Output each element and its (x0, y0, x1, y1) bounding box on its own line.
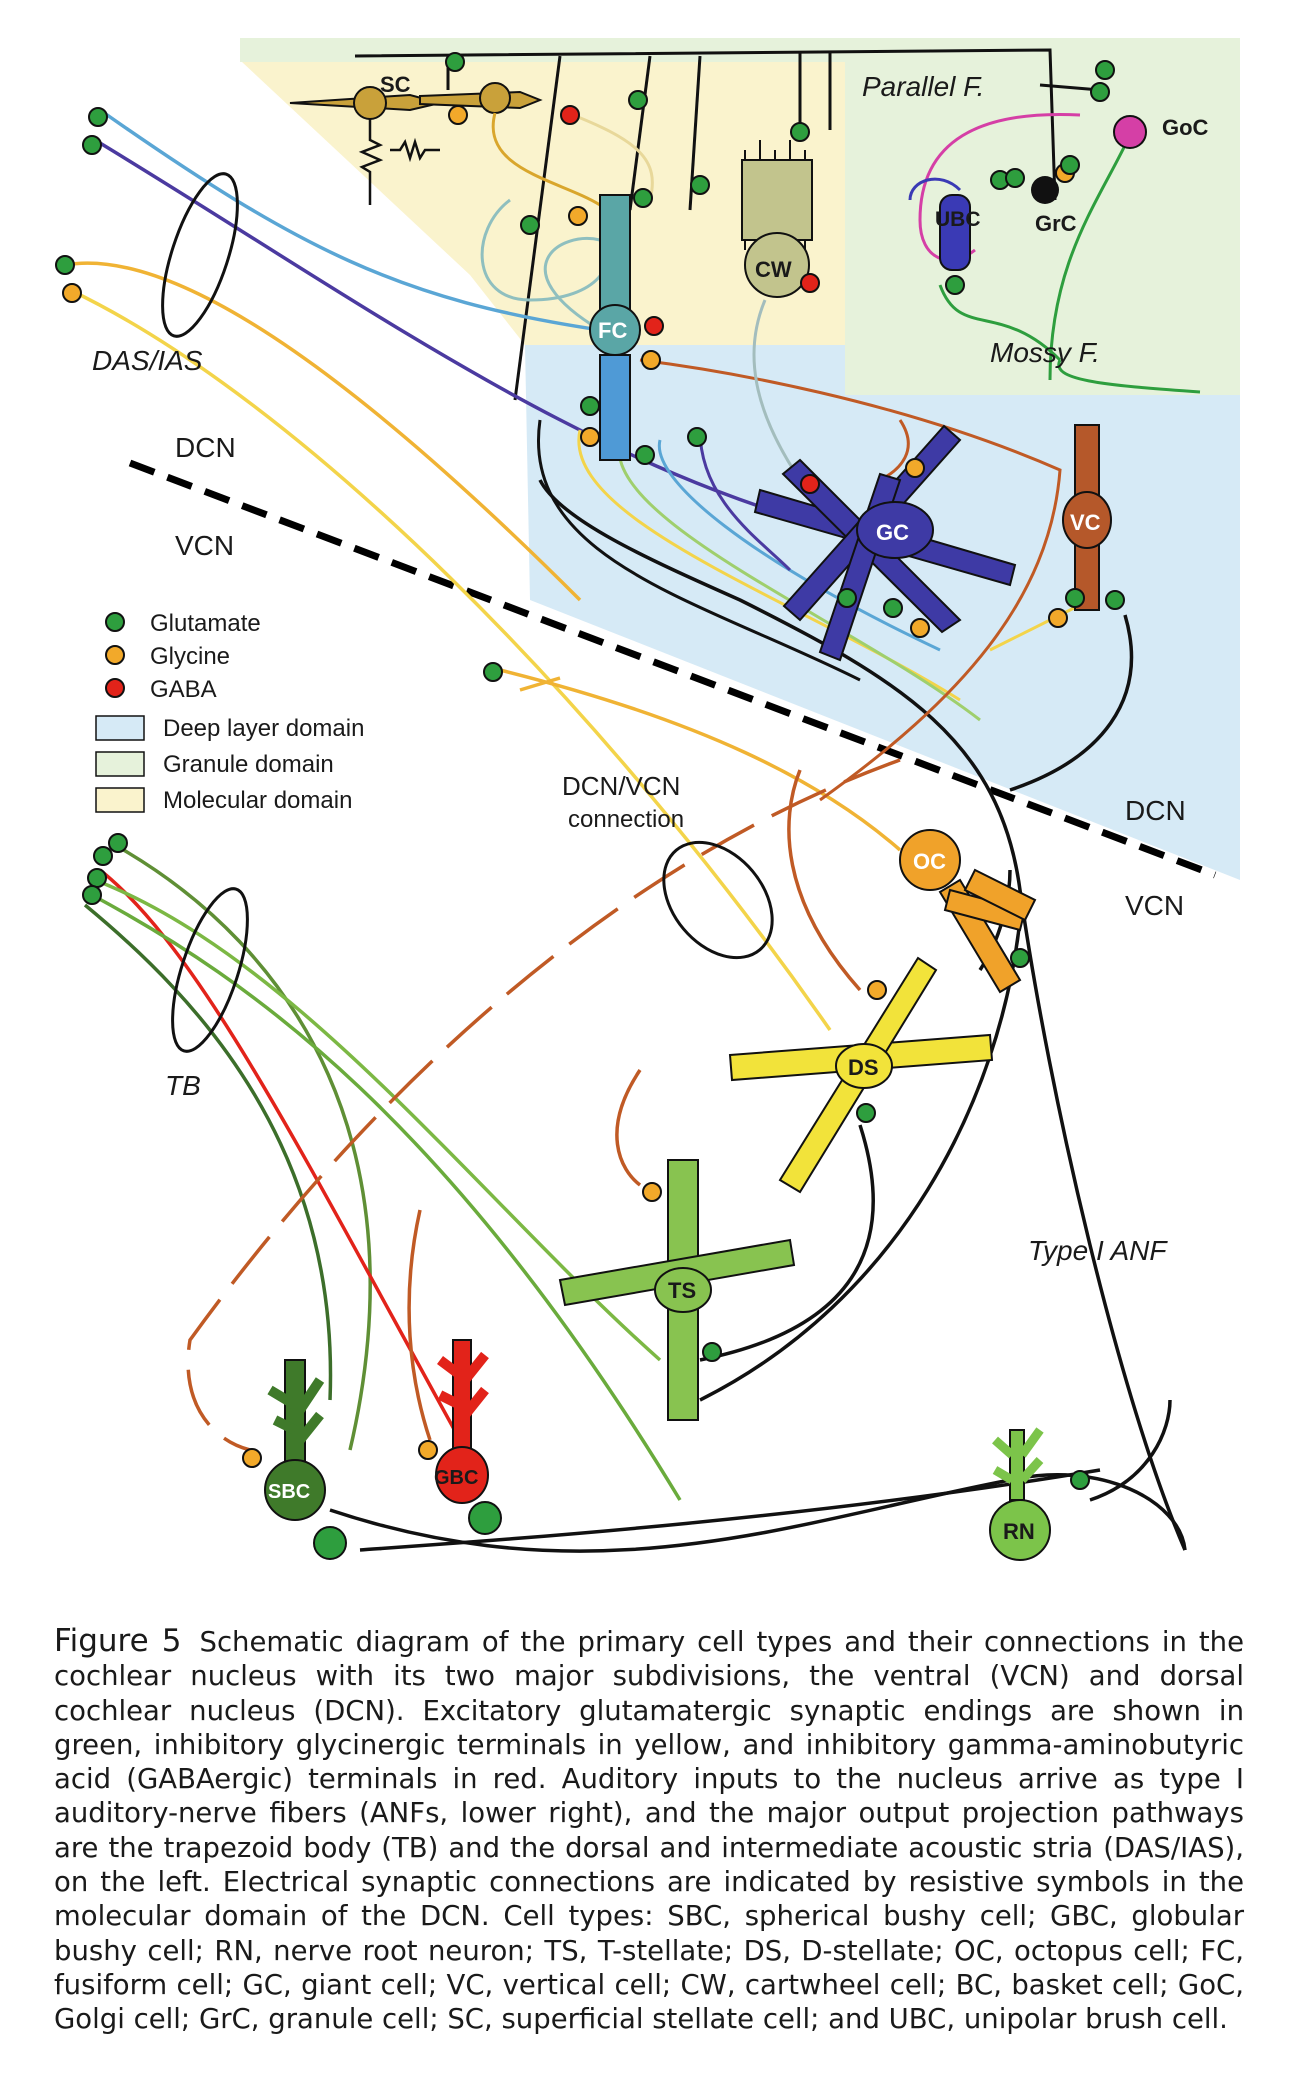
legend-molecular-label: Molecular domain (163, 787, 352, 814)
oc-cell: OC (899, 829, 1037, 994)
dcn-vcn-boundary (128, 459, 1217, 879)
synaptic-terminals (55, 52, 1125, 1560)
rn-cell: RN (989, 1427, 1051, 1561)
fc-cell: FC (480, 194, 641, 461)
ubc-cell-label: UBC (935, 208, 981, 231)
vcn-lower-label: VCN (1125, 890, 1184, 921)
legend-gaba-label: GABA (150, 676, 217, 703)
legend-glycine-label: Glycine (150, 643, 230, 670)
tb-bundle-ellipse (171, 887, 249, 1053)
legend-glutamate-swatch (105, 612, 125, 632)
legend-gaba-swatch (105, 678, 125, 698)
legend-molecular-swatch (95, 787, 145, 813)
vc-cell-label: VC (1070, 510, 1101, 535)
vcn-fibers (186, 758, 1012, 1452)
legend-granule-swatch (95, 751, 145, 777)
legend: Glutamate Glycine GABA Deep layer domain… (95, 610, 364, 814)
gbc-cell-label: GBC (434, 1467, 478, 1489)
ts-cell-label: TS (668, 1278, 696, 1303)
gbc-cell: GBC (434, 1339, 489, 1504)
deep-layer-fibers (537, 358, 1091, 802)
sc-cell-label: SC (380, 72, 411, 97)
rn-cell-label: RN (1003, 1519, 1035, 1544)
type1-anf-label: Type I ANF (1028, 1235, 1168, 1266)
cochlear-nucleus-diagram: SC FC CW UBC GrC GoC GC (55, 38, 1240, 1561)
das-ias-bundle-ellipse (161, 172, 239, 338)
fc-cell-label: FC (598, 318, 627, 343)
vc-cell: VC (1062, 424, 1112, 611)
ts-cell: TS (558, 1159, 796, 1421)
dcn-upper-label: DCN (175, 432, 236, 463)
oc-cell-label: OC (913, 849, 946, 874)
dcn-lower-label: DCN (1125, 795, 1186, 826)
tb-label: TB (165, 1070, 201, 1101)
figure-caption: Figure 5 Schematic diagram of the primary… (54, 1624, 1244, 2037)
dcn-connection-label-line2: connection (568, 806, 684, 833)
das-ias-label: DAS/IAS (92, 345, 203, 376)
figure-label: Figure 5 (54, 1623, 182, 1659)
sbc-cell: SBC (264, 1359, 326, 1521)
ds-cell: DS (728, 956, 994, 1194)
deep-layer-domain-region (525, 345, 1240, 880)
goc-cell-label: GoC (1162, 115, 1209, 140)
legend-deep-layer-label: Deep layer domain (163, 715, 364, 742)
type1-anf-fibers (329, 479, 1187, 1553)
granule-cells: UBC GrC GoC (908, 112, 1209, 394)
dcn-connection-label-line1: DCN/VCN (562, 771, 680, 801)
ds-cell-label: DS (848, 1055, 879, 1080)
legend-deep-layer-swatch (95, 715, 145, 741)
dcn-vcn-connection-ellipse (662, 840, 774, 960)
electrical-synapse-symbols (358, 110, 440, 205)
cw-cell-label: CW (755, 257, 792, 282)
legend-glutamate-label: Glutamate (150, 610, 261, 637)
figure-caption-text: Schematic diagram of the primary cell ty… (54, 1626, 1245, 2036)
legend-glycine-swatch (105, 645, 125, 665)
mossy-fibers-label: Mossy F. (990, 337, 1100, 368)
legend-granule-label: Granule domain (163, 751, 334, 778)
cw-cell: CW (741, 140, 813, 481)
vcn-upper-label: VCN (175, 530, 234, 561)
sc-cell-group: SC (289, 72, 654, 207)
granule-domain-region (240, 38, 1240, 395)
tb-fibers (83, 843, 682, 1501)
parallel-fibers-label: Parallel F. (862, 71, 984, 102)
sbc-cell-label: SBC (268, 1481, 310, 1503)
grc-cell-label: GrC (1035, 211, 1077, 236)
gc-cell-label: GC (876, 520, 909, 545)
